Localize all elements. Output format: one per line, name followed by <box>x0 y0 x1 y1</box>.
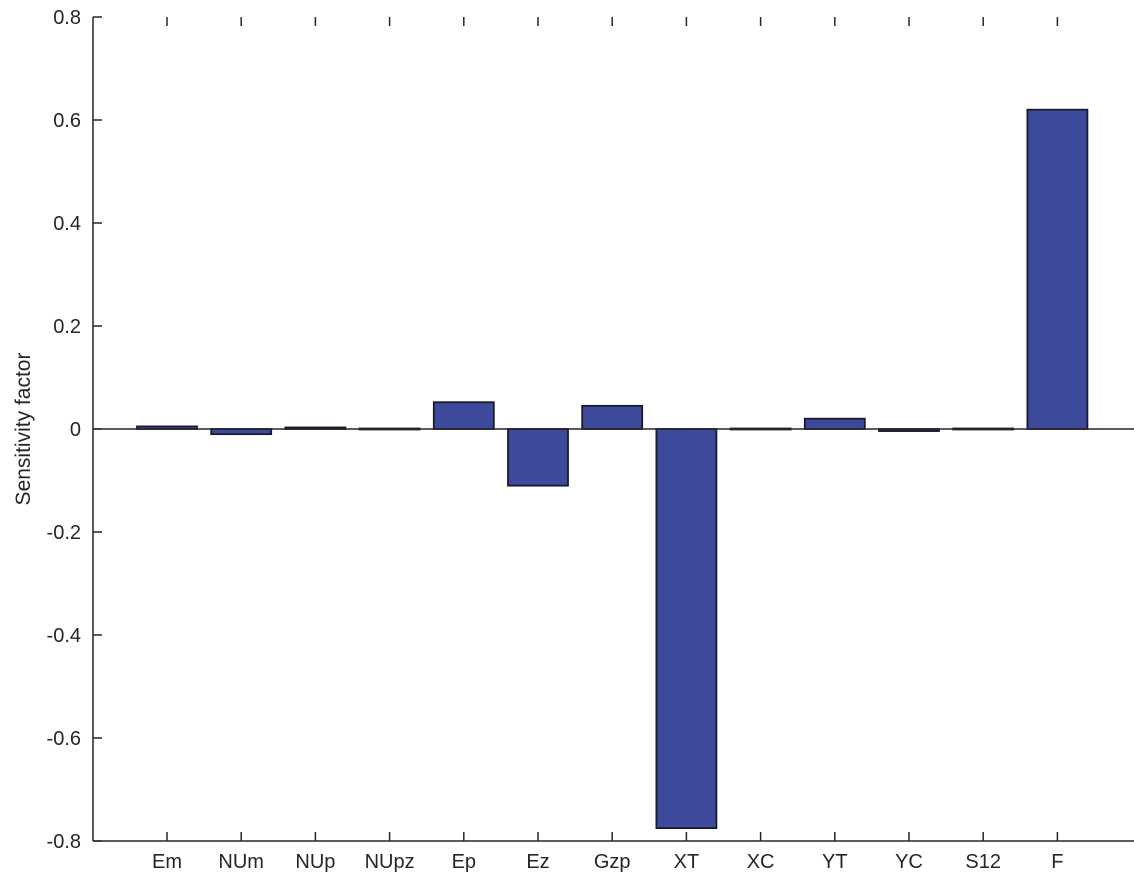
y-tick-label: -0.2 <box>47 522 81 544</box>
bar-yt <box>803 417 866 430</box>
bar-f <box>1026 108 1089 430</box>
y-ticks-group: 0.8 0.6 0.4 0.2 0 -0.2 -0.4 -0.6 -0.8 <box>47 7 102 853</box>
x-tick-label: Ez <box>526 851 549 873</box>
x-tick-label: Gzp <box>594 851 631 873</box>
x-tick-label: F <box>1051 851 1063 873</box>
y-tick-label: 0.8 <box>53 7 81 29</box>
y-tick-label: -0.8 <box>47 831 81 853</box>
y-tick-label: 0.2 <box>53 316 81 338</box>
y-tick-label: -0.4 <box>47 625 81 647</box>
bar-num <box>210 428 273 436</box>
x-tick-label: XT <box>674 851 700 873</box>
x-tick-label: NUm <box>218 851 264 873</box>
x-tick-label: YT <box>822 851 848 873</box>
y-tick-label: 0.6 <box>53 110 81 132</box>
x-tick-label: Ep <box>452 851 476 873</box>
bars-group <box>136 108 1089 830</box>
bar-ez <box>507 428 569 487</box>
y-tick-label: 0 <box>70 419 81 441</box>
y-tick-label: -0.6 <box>47 728 81 750</box>
x-tick-label: Em <box>152 851 182 873</box>
x-ticks-group: Em NUm NUp NUpz Ep Ez Gzp XT XC YT YC S12 F <box>152 17 1064 873</box>
y-tick-label: 0.4 <box>53 213 81 235</box>
x-tick-label: NUpz <box>365 851 415 873</box>
y-axis-label: Sensitivity factor <box>12 353 35 506</box>
bar-gzp <box>581 404 644 430</box>
bar-xt <box>655 428 718 830</box>
x-tick-label: YC <box>895 851 923 873</box>
x-tick-label: NUp <box>295 851 335 873</box>
x-tick-label: S12 <box>965 851 1001 873</box>
x-tick-label: XC <box>747 851 775 873</box>
bar-ep <box>432 401 495 430</box>
